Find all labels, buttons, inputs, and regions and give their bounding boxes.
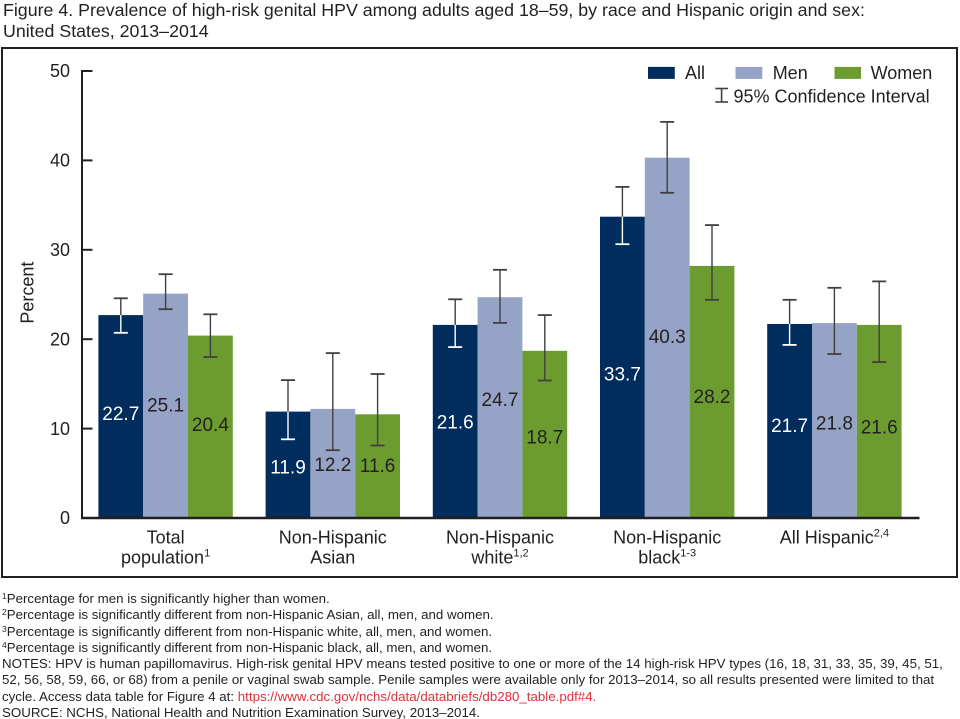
svg-text:28.2: 28.2: [694, 387, 731, 408]
svg-text:33.7: 33.7: [604, 365, 641, 386]
svg-text:Percent: Percent: [18, 262, 38, 324]
svg-text:21.6: 21.6: [861, 417, 898, 438]
svg-text:All: All: [685, 63, 705, 83]
svg-text:Men: Men: [773, 63, 808, 83]
svg-text:24.7: 24.7: [482, 390, 519, 411]
svg-text:22.7: 22.7: [102, 404, 139, 425]
svg-text:Non-Hispanic: Non-Hispanic: [446, 528, 554, 548]
svg-text:All Hispanic2,4: All Hispanic2,4: [780, 528, 889, 548]
svg-text:25.1: 25.1: [147, 395, 184, 416]
svg-text:30: 30: [50, 240, 70, 260]
svg-text:Women: Women: [871, 63, 933, 83]
svg-text:50: 50: [50, 61, 70, 81]
svg-text:40.3: 40.3: [649, 327, 686, 348]
svg-text:21.6: 21.6: [437, 413, 474, 434]
svg-text:11.6: 11.6: [360, 456, 396, 477]
svg-text:0: 0: [60, 508, 70, 528]
svg-text:10: 10: [50, 419, 70, 439]
svg-text:11.9: 11.9: [270, 457, 306, 478]
svg-text:Non-Hispanic: Non-Hispanic: [279, 528, 387, 548]
svg-text:20.4: 20.4: [192, 415, 229, 436]
svg-text:Total: Total: [147, 528, 185, 548]
svg-text:95% Confidence Interval: 95% Confidence Interval: [734, 86, 930, 106]
svg-text:white1,2: white1,2: [470, 548, 528, 568]
svg-text:black1-3: black1-3: [638, 548, 696, 568]
svg-text:20: 20: [50, 329, 70, 349]
svg-text:Asian: Asian: [310, 548, 355, 568]
svg-text:12.2: 12.2: [314, 455, 351, 476]
svg-text:21.8: 21.8: [816, 414, 853, 435]
svg-text:18.7: 18.7: [526, 427, 563, 448]
svg-text:population1: population1: [121, 548, 210, 568]
svg-text:40: 40: [50, 151, 70, 171]
svg-text:21.7: 21.7: [771, 416, 808, 437]
svg-text:Non-Hispanic: Non-Hispanic: [613, 528, 721, 548]
